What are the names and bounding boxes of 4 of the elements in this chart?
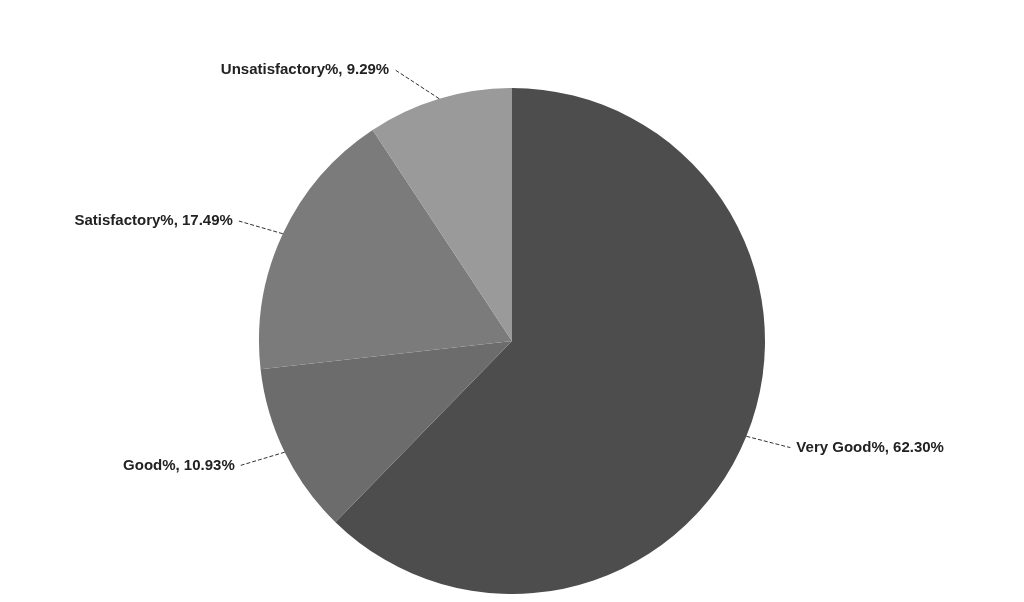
slice-label: Good%, 10.93% bbox=[123, 455, 235, 473]
slice-label: Very Good%, 62.30% bbox=[796, 437, 944, 455]
slice-label: Unsatisfactory%, 9.29% bbox=[220, 60, 390, 78]
slice-label: Satisfactory%, 17.49% bbox=[74, 211, 233, 229]
